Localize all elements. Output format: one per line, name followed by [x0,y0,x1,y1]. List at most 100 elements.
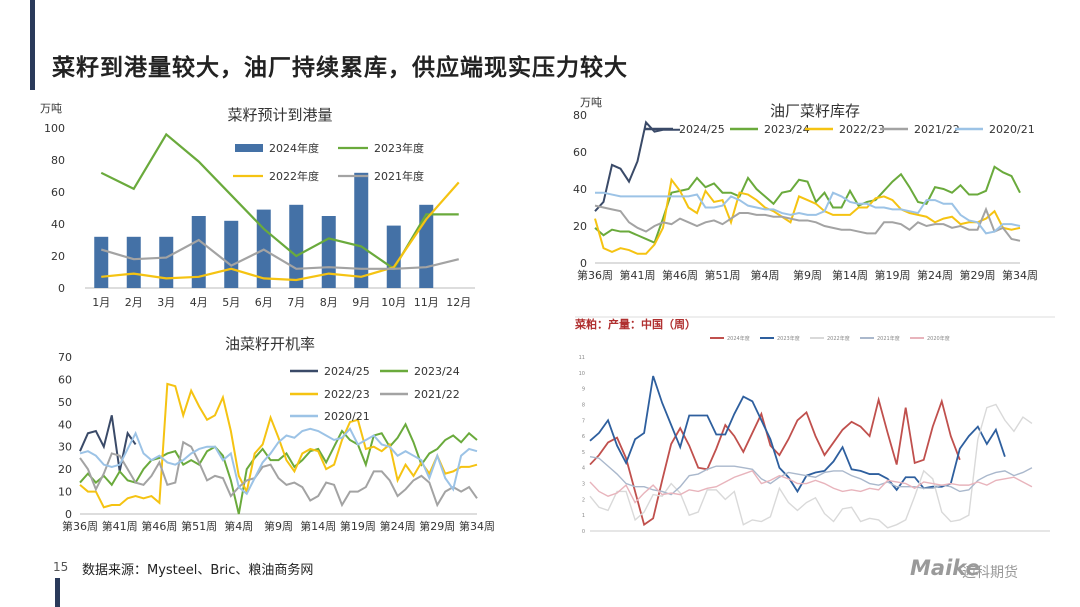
x-tick-label: 第29周 [960,268,996,282]
unit-label: 万吨 [580,96,602,109]
bar-2024 [94,236,109,288]
y-tick-label: 40 [58,418,72,431]
x-tick-label: 第24周 [917,268,953,282]
x-tick-label: 第36周 [577,268,613,282]
series-line-2021年度 [589,455,1033,496]
y-tick-label: 60 [58,373,72,386]
legend-label: 2022/23 [839,123,885,136]
bar-2024 [321,216,336,288]
legend-label: 2021/22 [914,123,960,136]
y-tick-label: 80 [51,154,65,167]
page-number: 15 [53,560,69,574]
legend-label: 2023年度 [777,335,800,342]
legend-label: 2020/21 [989,123,1035,136]
x-tick-label: 第41周 [620,268,656,282]
x-tick-label: 第29周 [419,519,455,533]
x-tick-label: 第14周 [832,268,868,282]
bar-2024 [126,236,141,288]
x-tick-label: 第4周 [751,268,780,282]
chart-title: 菜粕：产量：中国（周） [574,317,696,331]
legend-label: 2023年度 [374,141,424,155]
x-tick-label: 第4周 [224,519,253,533]
bar-2024 [386,225,401,288]
y-tick-label: 2 [582,497,585,503]
legend-label: 2022年度 [269,169,319,183]
y-tick-label: 11 [579,355,585,361]
x-tick-label: 第51周 [181,519,217,533]
x-tick-label: 第34周 [1002,268,1038,282]
chart-title: 油菜籽开机率 [225,335,315,353]
data-source: 数据来源：Mysteel、Bric、粮油商务网 [82,563,314,578]
bar-2024 [289,204,304,288]
legend-label: 2023/24 [764,123,810,136]
x-tick-label: 9月 [352,296,370,309]
y-tick-label: 40 [51,218,65,231]
arrivals-chart: 万吨 菜籽预计到港量 0 20 40 60 80 100 1月 2月 3月 4月 5月 6月 7月 8月 9月 1… [40,102,475,309]
y-tick-label: 0 [580,257,587,270]
y-tick-label: 20 [51,250,65,263]
bar-2024 [419,204,434,288]
x-tick-label: 第9周 [793,268,822,282]
x-tick-label: 12月 [446,296,471,309]
x-tick-label: 第9周 [264,519,293,533]
unit-label: 万吨 [40,102,62,115]
chart-title: 油厂菜籽库存 [770,102,860,120]
x-tick-label: 第24周 [380,519,416,533]
legend-label: 2024/25 [679,123,725,136]
x-tick-label: 第41周 [102,519,138,533]
bar-2024 [159,236,174,288]
y-tick-label: 100 [44,122,65,135]
series-line-2023/24 [594,165,1021,244]
legend-label: 2020年度 [927,335,950,342]
x-tick-label: 第19周 [875,268,911,282]
y-tick-label: 70 [58,351,72,364]
x-tick-label: 1月 [92,296,110,309]
series-line-2020年度 [589,470,1033,504]
series-line-2022/23 [79,382,478,509]
y-tick-label: 10 [579,371,585,377]
y-tick-label: 9 [582,387,585,393]
y-tick-label: 0 [58,282,65,295]
series-line-2020/21 [595,191,1021,235]
y-tick-label: 20 [573,220,587,233]
x-tick-label: 第34周 [459,519,495,533]
y-tick-label: 10 [58,486,72,499]
series-line-2020/21 [79,427,478,496]
operating-rate-chart: 油菜籽开机率 0 10 20 30 40 50 60 70 第36周 第41周 第46周 第51周 第4周… [58,335,495,533]
bar-2024 [191,216,206,288]
legend-label: 2022/23 [324,388,370,401]
x-tick-label: 6月 [255,296,273,309]
page-title: 菜籽到港量较大，油厂持续累库，供应端现实压力较大 [52,55,628,81]
x-tick-label: 4月 [190,296,208,309]
x-tick-label: 11月 [414,296,439,309]
x-tick-label: 8月 [320,296,338,309]
series-line-2022/23 [594,177,1021,255]
company-logo-cn: 迈科期货 [962,565,1018,581]
series-line-2022年度 [101,181,460,282]
series-line-2021/22 [594,204,1021,242]
series-line-2021年度 [100,238,460,270]
company-logo: Maike [910,556,980,580]
y-tick-label: 3 [582,482,585,488]
y-tick-label: 50 [58,396,72,409]
legend-swatch [235,144,263,152]
x-tick-label: 7月 [287,296,305,309]
bar-2024 [224,220,239,288]
y-tick-label: 0 [582,529,585,535]
series-line-2024/25 [79,415,137,472]
series-line-2021/22 [79,440,478,508]
y-tick-label: 6 [582,434,585,440]
legend-label: 2024年度 [727,335,750,342]
x-tick-label: 10月 [381,296,406,309]
y-tick-label: 80 [573,109,587,122]
y-tick-label: 8 [582,402,585,408]
y-tick-label: 60 [573,146,587,159]
legend-label: 2021年度 [374,169,424,183]
x-tick-label: 2月 [125,296,143,309]
accent-bar-bottom [55,578,60,607]
legend-label: 2021/22 [414,388,460,401]
x-tick-label: 第46周 [141,519,177,533]
accent-bar-top [30,0,35,90]
legend-label: 2024年度 [269,141,319,155]
x-tick-label: 第19周 [340,519,376,533]
